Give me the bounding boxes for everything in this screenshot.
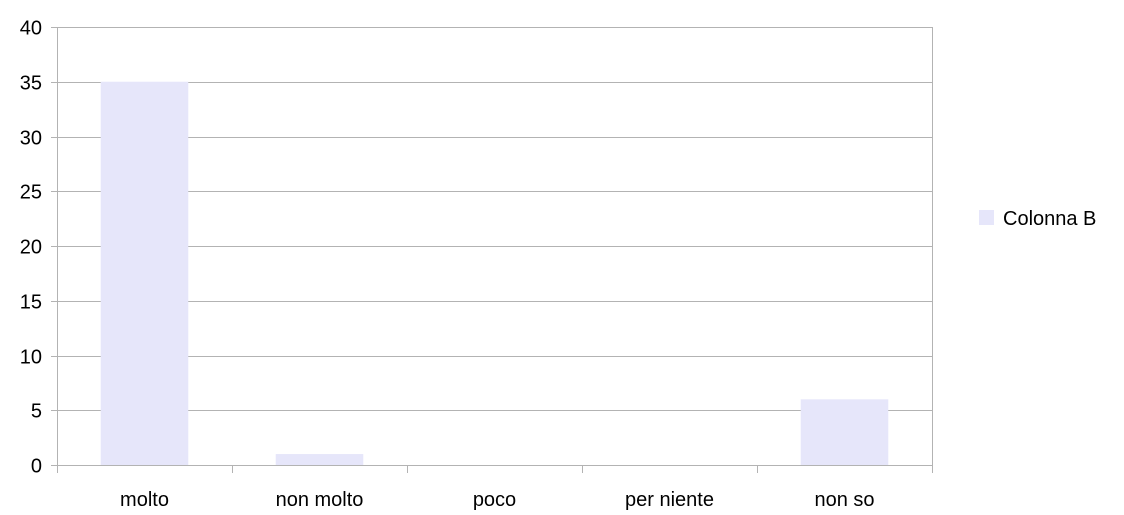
y-tick-label-40: 40 — [20, 18, 42, 40]
y-tick-label-0: 0 — [31, 456, 42, 478]
bar-non-so — [800, 399, 889, 465]
axes — [57, 27, 933, 473]
x-tick-label-poco: poco — [473, 489, 516, 511]
y-tick-label-10: 10 — [20, 347, 42, 369]
y-tick-label-5: 5 — [31, 401, 42, 423]
plot-area-border — [57, 27, 933, 466]
x-tick-label-non-so: non so — [814, 489, 874, 511]
bar-molto — [100, 81, 189, 465]
bar-series — [100, 81, 889, 465]
x-tick-label-per-niente: per niente — [625, 489, 714, 511]
y-tick-label-35: 35 — [20, 73, 42, 95]
y-tick-label-15: 15 — [20, 292, 42, 314]
y-tick-label-30: 30 — [20, 128, 42, 150]
x-axis-tick-labels: molto non molto poco per niente non so — [120, 489, 874, 511]
y-tick-label-20: 20 — [20, 237, 42, 259]
x-tick-label-molto: molto — [120, 489, 169, 511]
bar-non-molto — [275, 454, 364, 465]
legend-label-colonna-b: Colonna B — [1003, 208, 1096, 230]
y-axis-tick-labels: 0 5 10 15 20 25 30 35 40 — [20, 18, 42, 478]
x-tick-label-non-molto: non molto — [276, 489, 364, 511]
y-tick-label-25: 25 — [20, 182, 42, 204]
legend-swatch-colonna-b — [979, 210, 994, 225]
legend: Colonna B — [979, 208, 1096, 230]
